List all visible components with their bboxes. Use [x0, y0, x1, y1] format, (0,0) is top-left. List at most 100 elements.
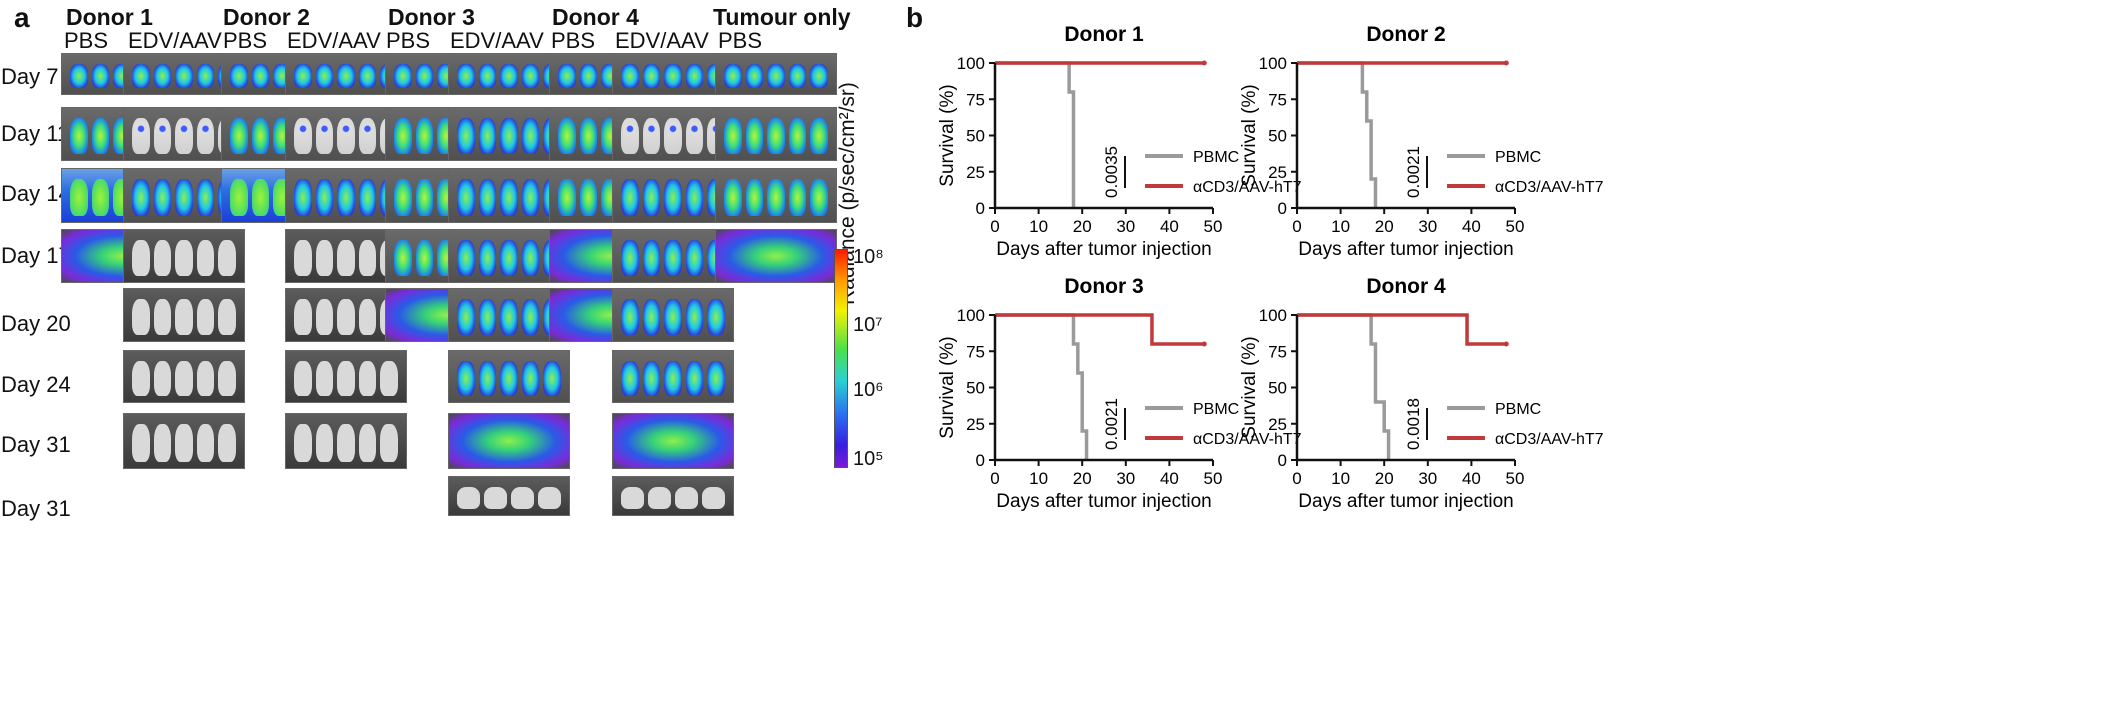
censor-mark: [1503, 60, 1509, 66]
mouse: [478, 118, 497, 154]
mouse: [315, 240, 334, 276]
x-tick-label: 50: [1204, 469, 1223, 488]
mouse: [664, 64, 682, 88]
x-tick-label: 10: [1029, 469, 1048, 488]
y-tick-label: 0: [976, 451, 985, 470]
mouse: [685, 118, 704, 154]
mouse: [175, 299, 193, 335]
y-tick-label: 25: [966, 163, 985, 182]
mouse: [315, 424, 334, 462]
y-tick-label: 100: [1259, 54, 1287, 73]
tumour-only-pbs-label: PBS: [718, 28, 763, 53]
mouse: [415, 179, 434, 216]
mouse: [70, 179, 88, 216]
donor-4-edv-label: EDV/AAV: [615, 28, 709, 53]
p-value: 0.0021: [1404, 146, 1423, 198]
panel-a-letter: a: [14, 2, 30, 33]
mouse: [394, 179, 412, 216]
mouse: [315, 299, 334, 335]
y-tick-label: 25: [966, 415, 985, 434]
y-tick-label: 0: [1278, 199, 1287, 218]
mouse: [621, 361, 639, 396]
mouse: [230, 64, 248, 88]
ivis-image: [715, 168, 837, 223]
mouse: [153, 240, 172, 276]
colorbar-tick: 10⁸: [853, 246, 884, 268]
ivis-image: [612, 107, 734, 161]
mouse: [664, 299, 682, 335]
x-tick-label: 20: [1073, 217, 1092, 236]
mouse: [558, 64, 576, 88]
x-tick-label: 40: [1160, 469, 1179, 488]
mouse: [664, 179, 682, 216]
mouse: [153, 118, 172, 154]
mouse: [478, 64, 497, 88]
day-label: Day 31: [1, 496, 71, 521]
ivis-image: [285, 413, 407, 469]
x-tick-label: 30: [1116, 469, 1135, 488]
mouse: [70, 118, 88, 154]
mouse: [132, 299, 150, 335]
mouse: [394, 64, 412, 88]
mouse: [251, 179, 270, 216]
mouse: [218, 299, 236, 335]
mouse: [457, 179, 475, 216]
mouse: [415, 240, 434, 276]
mouse: [337, 240, 355, 276]
mouse: [478, 240, 497, 276]
x-tick-label: 50: [1506, 469, 1525, 488]
colorbar-tick: 10⁷: [853, 314, 883, 336]
donor-1-pbs-label: PBS: [64, 28, 109, 53]
mouse: [358, 118, 377, 154]
mouse: [664, 240, 682, 276]
pbmc-survival-line: [1297, 313, 1391, 460]
mouse: [294, 240, 312, 276]
censor-mark: [1503, 341, 1509, 347]
mouse: [294, 179, 312, 216]
mouse: [358, 299, 377, 335]
mouse: [175, 240, 193, 276]
x-tick-label: 10: [1331, 217, 1350, 236]
x-tick-label: 50: [1506, 217, 1525, 236]
mouse: [521, 64, 540, 88]
ivis-image: [448, 350, 570, 403]
ivis-image: [285, 350, 407, 403]
ivis-image: [123, 288, 245, 342]
mouse: [543, 361, 561, 396]
mouse: [218, 240, 236, 276]
mouse: [478, 361, 497, 396]
mouse: [685, 240, 704, 276]
x-axis-label: Days after tumor injection: [996, 239, 1211, 260]
pbmc-survival-line: [1297, 61, 1378, 208]
donor-4-pbs-label: PBS: [551, 28, 596, 53]
mouse: [702, 487, 725, 509]
mouse: [415, 118, 434, 154]
mouse: [621, 64, 639, 88]
x-tick-label: 10: [1331, 469, 1350, 488]
mouse: [642, 64, 661, 88]
x-tick-label: 20: [1375, 469, 1394, 488]
mouse: [579, 118, 598, 154]
mouse: [337, 179, 355, 216]
mouse: [745, 179, 764, 216]
mouse: [457, 487, 480, 509]
mouse: [218, 361, 236, 396]
mouse: [457, 118, 475, 154]
y-tick-label: 25: [1268, 415, 1287, 434]
mouse: [337, 299, 355, 335]
mouse: [724, 64, 742, 88]
mouse: [91, 179, 110, 216]
donor-2-edv-label: EDV/AAV: [287, 28, 381, 53]
mouse: [175, 179, 193, 216]
treated-survival-line: [995, 313, 1205, 346]
mouse: [648, 487, 671, 509]
x-tick-label: 10: [1029, 217, 1048, 236]
ivis-image: [612, 413, 734, 469]
mouse: [251, 118, 270, 154]
mouse: [132, 240, 150, 276]
mouse: [707, 299, 725, 335]
ivis-image: [123, 413, 245, 469]
mouse: [664, 361, 682, 396]
mouse: [521, 361, 540, 396]
mouse: [337, 424, 355, 462]
